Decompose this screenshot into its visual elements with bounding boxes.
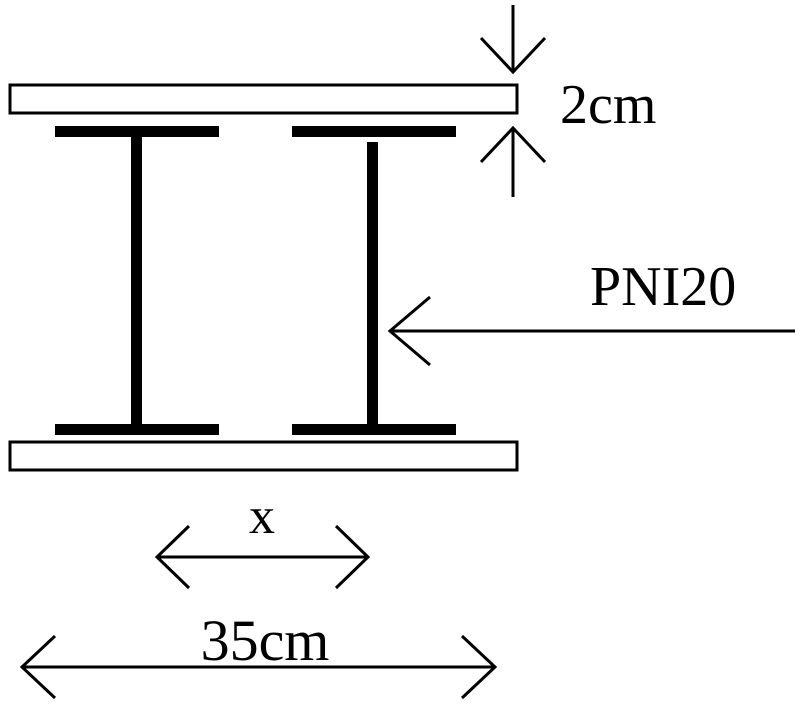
plate-thickness-label: 2cm — [560, 74, 656, 136]
spacing-dimension-arrow — [154, 524, 371, 590]
left-i-beam-web — [131, 137, 142, 425]
right-i-beam-top-flange — [292, 126, 456, 137]
left-i-beam-top-flange — [55, 126, 219, 137]
left-i-beam-bottom-flange — [55, 424, 219, 435]
top-cover-plate — [8, 83, 519, 115]
bottom-cover-plate — [8, 440, 519, 472]
spacing-label: x — [249, 488, 275, 545]
thickness-arrow-top — [479, 5, 547, 75]
total-width-label: 35cm — [201, 608, 330, 673]
right-i-beam — [292, 126, 456, 435]
left-i-beam — [55, 126, 219, 435]
thickness-arrow-bottom — [479, 125, 547, 197]
right-i-beam-web — [367, 142, 378, 426]
profile-label: PNI20 — [590, 256, 736, 318]
right-i-beam-bottom-flange — [292, 424, 456, 435]
total-width-dimension-arrow — [19, 634, 498, 700]
profile-leader-arrow — [387, 295, 795, 367]
